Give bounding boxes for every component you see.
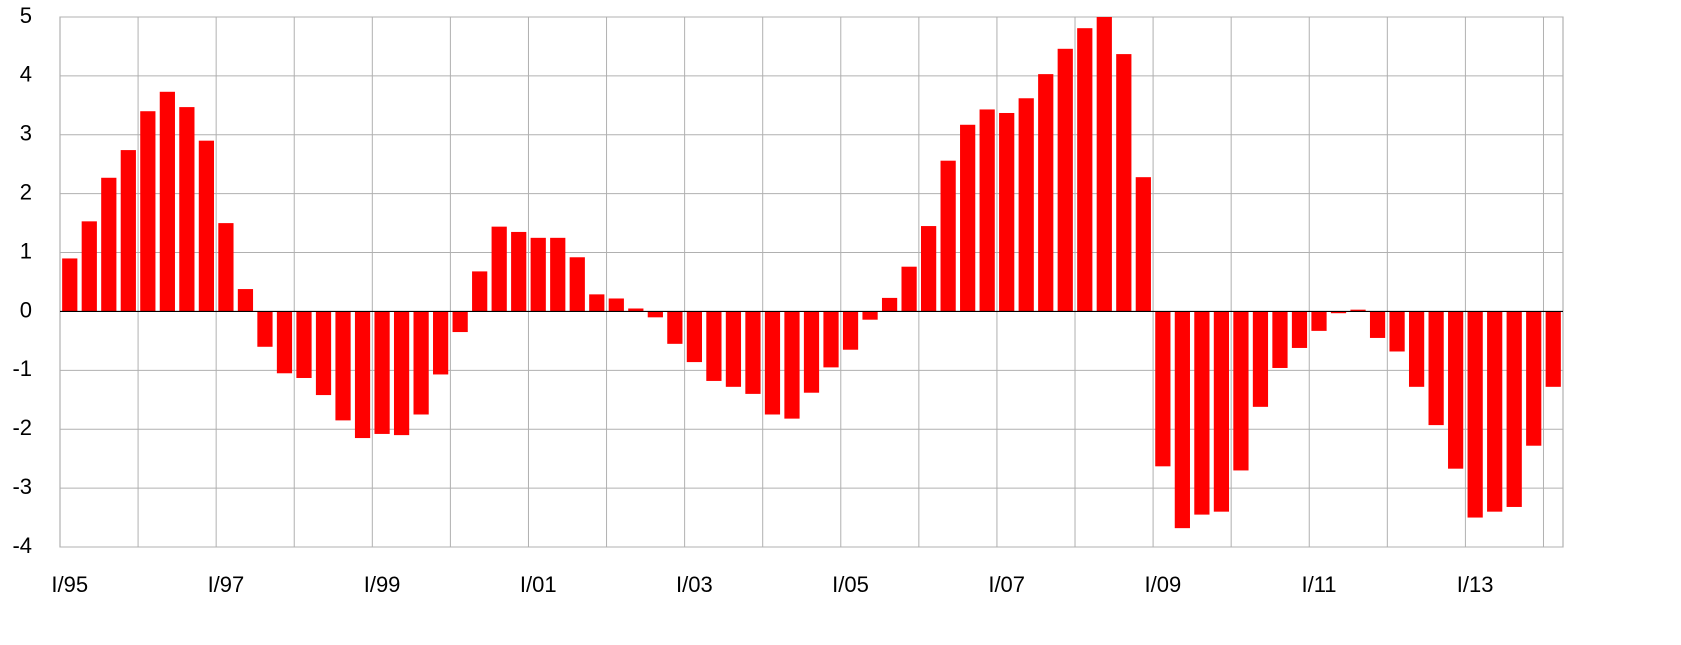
bar xyxy=(1389,311,1405,352)
x-tick-label: I/95 xyxy=(51,572,88,597)
bar xyxy=(62,258,78,312)
y-tick-label: -1 xyxy=(12,356,32,381)
bar xyxy=(296,311,312,378)
y-tick-label: 3 xyxy=(20,121,32,146)
bar xyxy=(452,311,468,333)
bar xyxy=(784,311,800,419)
bar xyxy=(608,298,624,312)
bar xyxy=(960,124,976,312)
bar xyxy=(999,112,1015,312)
y-tick-label: 5 xyxy=(20,3,32,28)
x-tick-label: I/97 xyxy=(208,572,245,597)
bar xyxy=(862,311,878,320)
bar xyxy=(491,226,507,312)
bar xyxy=(140,111,156,312)
bar xyxy=(745,311,761,394)
bar xyxy=(1252,311,1269,407)
bar xyxy=(1038,74,1054,312)
y-tick-label: -2 xyxy=(12,415,32,440)
bar xyxy=(823,311,839,368)
bar xyxy=(1467,311,1483,518)
bar xyxy=(569,257,585,312)
bar xyxy=(1545,311,1561,387)
bar xyxy=(1272,311,1288,368)
bar xyxy=(1057,48,1073,312)
bar xyxy=(335,311,351,421)
bar xyxy=(413,311,429,415)
x-tick-label: I/09 xyxy=(1144,572,1181,597)
bar xyxy=(354,311,371,439)
bar xyxy=(1291,311,1308,348)
bar xyxy=(218,223,234,312)
bar xyxy=(433,311,449,375)
bar xyxy=(1526,311,1542,446)
bar xyxy=(120,150,136,312)
bar xyxy=(628,308,644,312)
bar xyxy=(686,311,702,363)
bar xyxy=(472,271,488,312)
bar xyxy=(1350,309,1366,312)
bar xyxy=(589,294,605,312)
bar xyxy=(511,231,527,312)
y-tick-label: -3 xyxy=(12,474,32,499)
bar xyxy=(315,311,332,396)
bar xyxy=(81,221,97,312)
bar xyxy=(1194,311,1210,515)
x-tick-label: I/11 xyxy=(1301,572,1336,597)
y-tick-label: 2 xyxy=(20,179,32,204)
bar xyxy=(1506,311,1522,507)
bar xyxy=(1448,311,1464,469)
bar xyxy=(1233,311,1249,471)
bar xyxy=(374,311,390,434)
bar xyxy=(803,311,820,393)
bar xyxy=(881,297,898,312)
y-tick-label: 4 xyxy=(20,62,32,87)
bar xyxy=(901,266,917,312)
y-tick-label: 1 xyxy=(20,238,32,263)
bar xyxy=(101,177,117,312)
bar xyxy=(1018,98,1034,312)
bar xyxy=(1428,311,1444,426)
bar xyxy=(276,311,293,374)
bar xyxy=(1174,311,1190,529)
bar xyxy=(198,140,215,312)
x-tick-label: I/99 xyxy=(364,572,401,597)
plot-frame xyxy=(59,16,1564,548)
bar xyxy=(530,237,546,312)
bar xyxy=(1116,54,1132,312)
bar xyxy=(1096,17,1112,312)
bar xyxy=(1077,28,1093,312)
bar xyxy=(1330,311,1347,314)
bar xyxy=(1135,177,1151,312)
bar xyxy=(1408,311,1425,387)
bar xyxy=(764,311,781,415)
bar xyxy=(921,226,937,312)
bar xyxy=(1369,311,1386,338)
bar xyxy=(725,311,742,387)
x-tick-label: I/05 xyxy=(832,572,869,597)
bar xyxy=(842,311,859,350)
bar xyxy=(237,289,254,312)
y-tick-label: -4 xyxy=(12,533,32,558)
bar xyxy=(667,311,683,344)
x-tick-label: I/13 xyxy=(1457,572,1494,597)
bar xyxy=(1487,311,1503,512)
bar xyxy=(706,311,722,381)
bar xyxy=(393,311,410,436)
bar xyxy=(940,160,956,312)
bar xyxy=(647,311,663,318)
bar xyxy=(550,237,566,312)
bar xyxy=(257,311,273,347)
bar xyxy=(159,91,175,312)
bar xyxy=(1311,311,1327,331)
y-tick-label: 0 xyxy=(20,297,32,322)
bar xyxy=(1155,311,1171,467)
bar xyxy=(179,107,195,312)
bar xyxy=(979,109,995,312)
x-tick-label: I/03 xyxy=(676,572,713,597)
bar xyxy=(1213,311,1230,512)
x-tick-label: I/07 xyxy=(988,572,1025,597)
x-tick-label: I/01 xyxy=(520,572,557,597)
